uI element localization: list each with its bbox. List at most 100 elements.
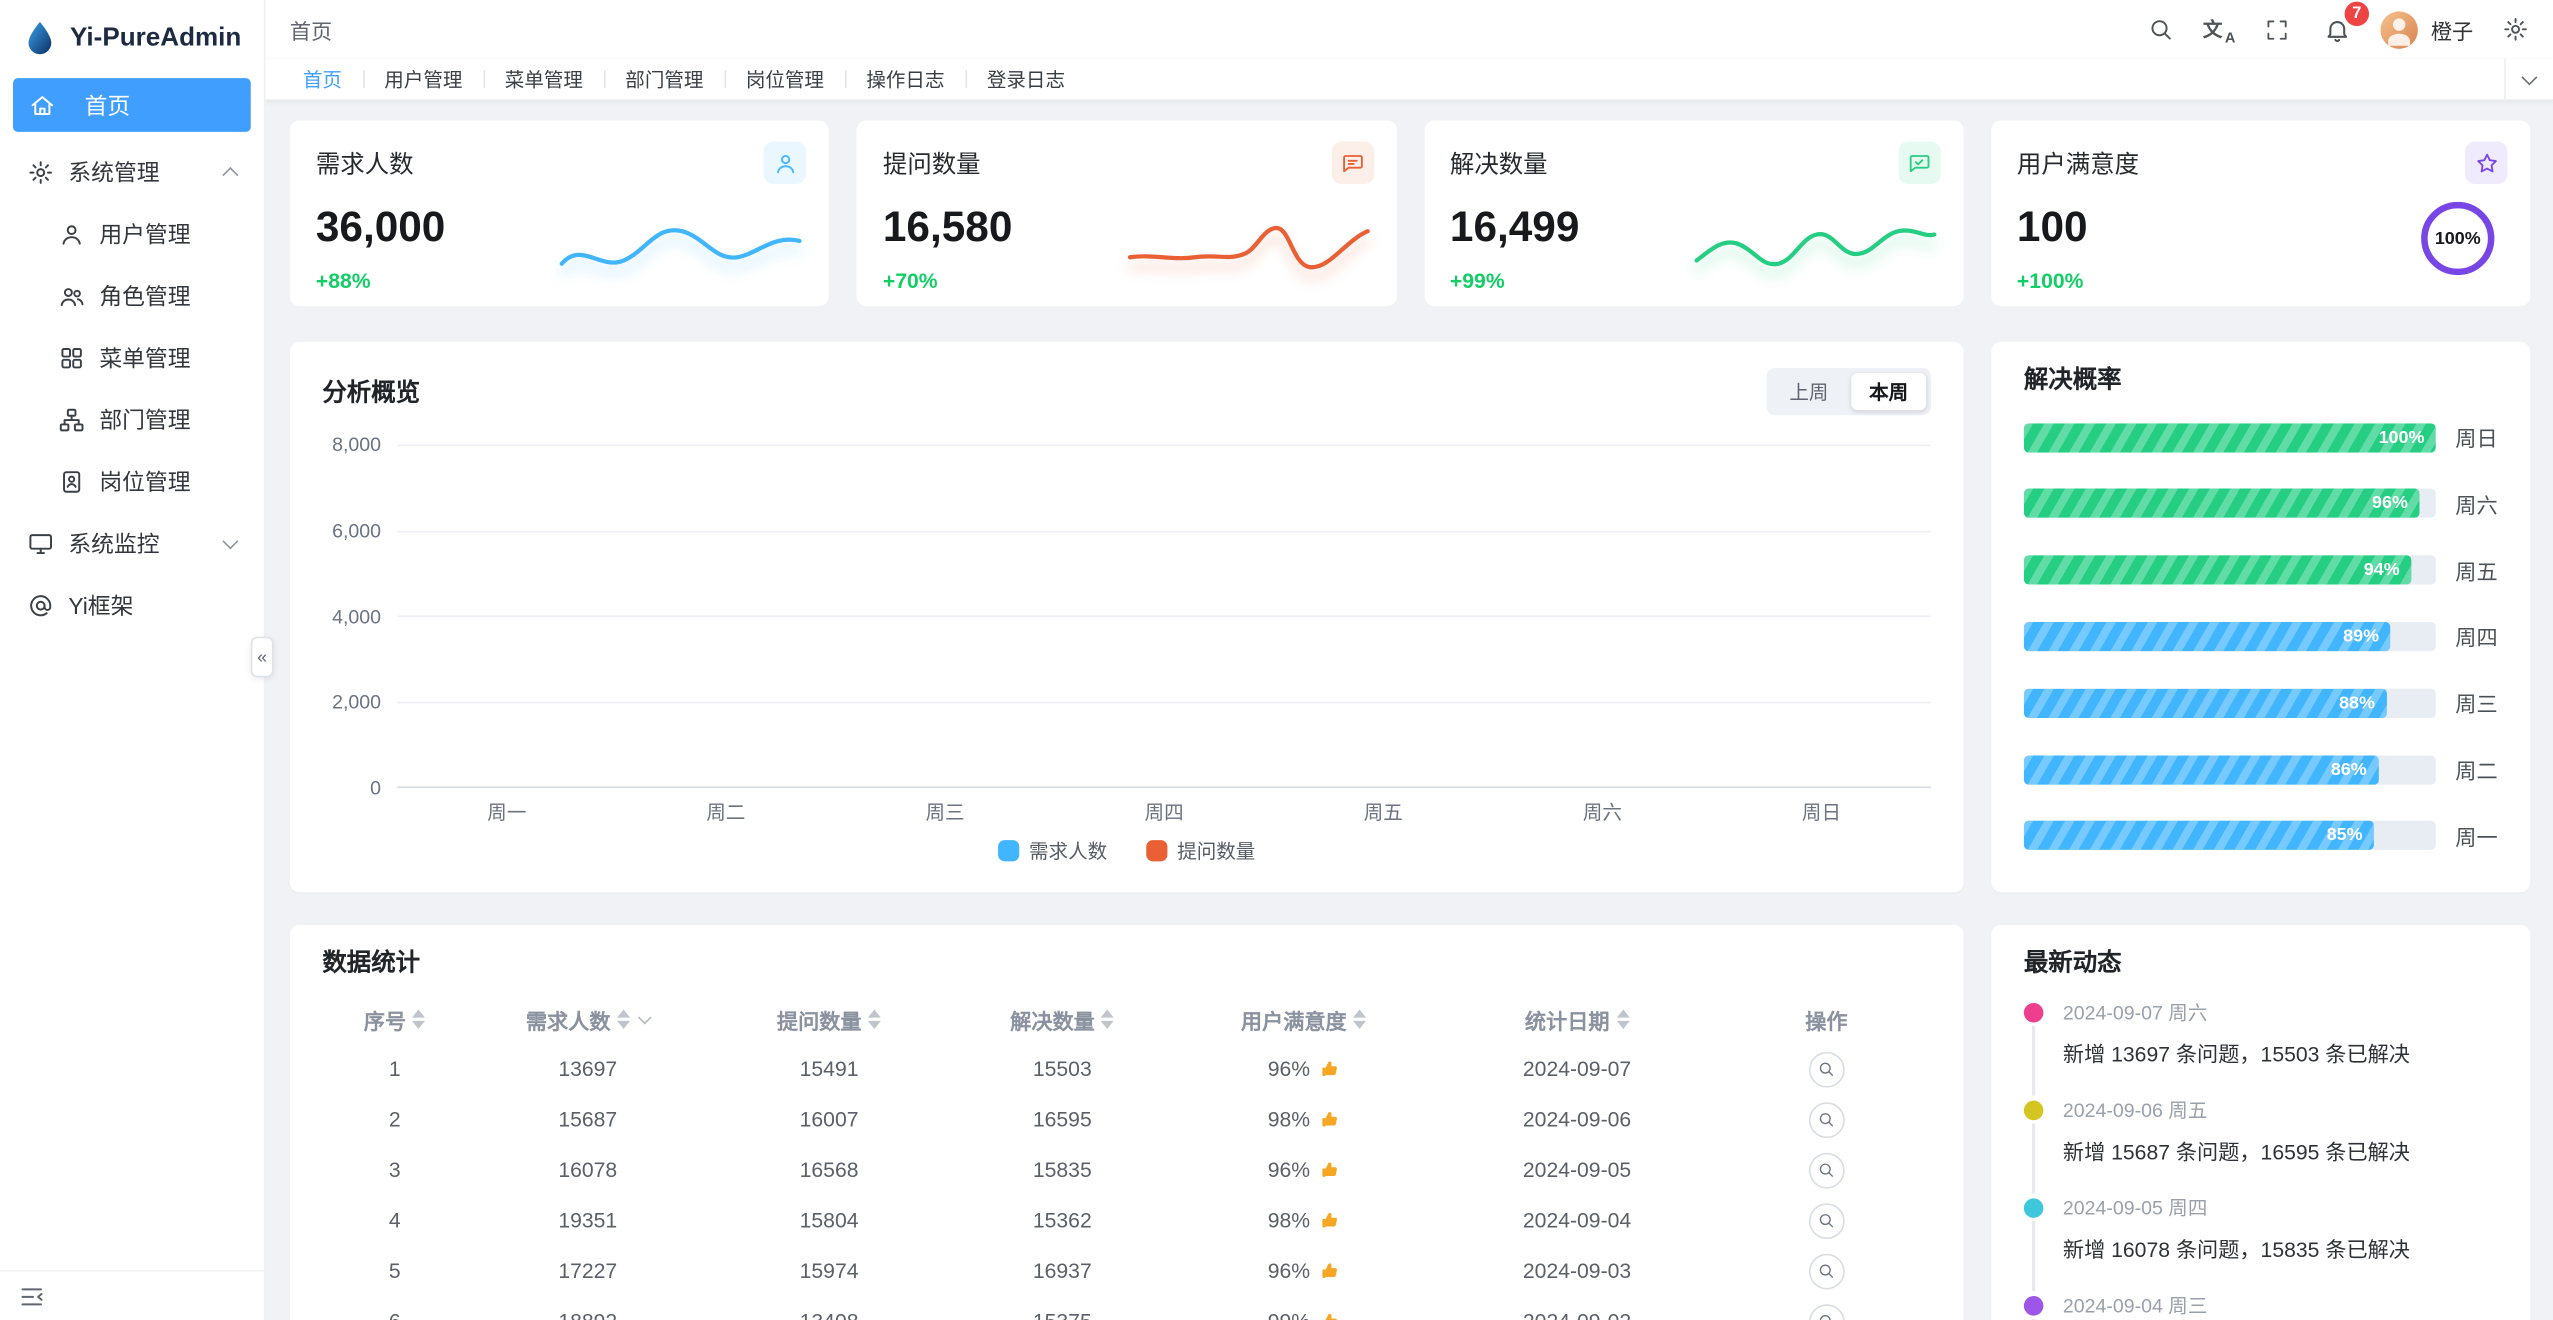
timeline-list: 2024-09-07 周六 新增 13697 条问题，15503 条已解决 2024… (2023, 998, 2498, 1320)
search-button[interactable] (2143, 11, 2179, 47)
row-view-button[interactable] (1808, 1151, 1845, 1188)
satisfaction-ring: 100% (2421, 201, 2495, 276)
tab-5[interactable]: 操作日志 (845, 59, 966, 100)
sidebar-group-1[interactable]: 系统监控 (0, 513, 264, 575)
search-icon (1817, 1312, 1835, 1320)
y-tick: 0 (370, 776, 381, 800)
tab-3[interactable]: 部门管理 (604, 59, 725, 100)
timeline-item-3: 2024-09-04 周三新增 19351 条问题，15362 条已解决 (2023, 1291, 2498, 1320)
sidebar-home-label: 首页 (84, 91, 131, 119)
at-icon (28, 593, 54, 619)
sidebar-group-0[interactable]: 系统管理 (0, 142, 264, 204)
column-header-5[interactable]: 统计日期 (1432, 1004, 1722, 1035)
tab-0[interactable]: 首页 (302, 68, 342, 92)
chart-legend: 需求人数 提问数量 (322, 837, 1931, 865)
timeline-dot (2023, 1198, 2044, 1218)
tabs-more-button[interactable] (2504, 58, 2553, 100)
stat-delta: +70% (882, 268, 938, 294)
legend-item[interactable]: 提问数量 (1146, 837, 1255, 865)
day-label: 周二 (2455, 758, 2498, 784)
search-icon (1817, 1110, 1835, 1128)
solve-rate-row-周三: 88% 周三 (2023, 688, 2498, 719)
sidebar-item-0-3[interactable]: 部门管理 (0, 389, 264, 451)
search-icon (1817, 1161, 1835, 1179)
sidebar-collapse-handle[interactable]: « (250, 636, 274, 678)
sidebar-item-home[interactable]: 首页 (13, 78, 251, 132)
sidebar-item-0-0[interactable]: 用户管理 (0, 204, 264, 266)
tab-4[interactable]: 岗位管理 (724, 59, 846, 100)
range-button-0[interactable]: 上周 (1771, 373, 1846, 410)
stat-delta: +99% (1449, 268, 1505, 294)
table-row-3: 3 16078 16568 15835 96% 2024-09-05 (322, 1145, 1931, 1195)
column-header-3[interactable]: 解决数量 (950, 1004, 1175, 1035)
app-title: Yi-PureAdmin (70, 23, 242, 52)
sidebar-item-0-1[interactable]: 角色管理 (0, 265, 264, 327)
x-tick: 周六 (1582, 801, 1622, 824)
user-icon (59, 221, 85, 247)
sort-icon[interactable] (412, 1009, 426, 1030)
sidebar-item-0-4[interactable]: 岗位管理 (0, 451, 264, 513)
stat-delta: +100% (2016, 268, 2084, 294)
sidebar-footer (0, 1269, 264, 1320)
stat-card-0: 需求人数 36,000 +88% (289, 120, 830, 307)
x-tick: 周二 (706, 801, 746, 824)
sidebar-menu: 系统管理 用户管理 角色管理 菜单管理 部门管理 岗位管理 系统监控 Yi框架 (0, 132, 264, 637)
filter-chevron-icon[interactable] (637, 1010, 652, 1025)
sort-icon[interactable] (617, 1009, 631, 1030)
solve-rate-row-周一: 85% 周一 (2023, 821, 2498, 852)
sort-icon[interactable] (868, 1009, 882, 1030)
legend-item[interactable]: 需求人数 (998, 837, 1107, 865)
logo: Yi-PureAdmin (0, 0, 264, 77)
sidebar-item-0-2[interactable]: 菜单管理 (0, 327, 264, 389)
user-name[interactable]: 橙子 (2430, 18, 2474, 44)
range-button-1[interactable]: 本周 (1851, 372, 1927, 411)
table-row-1: 1 13697 15491 15503 96% 2024-09-07 (322, 1044, 1931, 1094)
stat-card-3: 用户满意度 100 +100% 100% (1990, 120, 2531, 307)
breadcrumb: 首页 (289, 18, 333, 44)
sidebar-group-2[interactable]: Yi框架 (0, 575, 264, 637)
settings-button[interactable] (2498, 11, 2534, 47)
column-header-2[interactable]: 提问数量 (708, 1004, 949, 1035)
home-icon (29, 92, 55, 118)
sort-icon[interactable] (1101, 1009, 1115, 1030)
sparkline (560, 228, 802, 266)
row-view-button[interactable] (1808, 1303, 1845, 1320)
chevron-down-icon (222, 533, 239, 550)
grid-icon (59, 345, 85, 371)
stat-delta: +88% (315, 268, 371, 294)
sort-icon[interactable] (1616, 1009, 1630, 1030)
row-view-button[interactable] (1808, 1051, 1845, 1087)
column-header-4[interactable]: 用户满意度 (1175, 1004, 1432, 1035)
timeline-title: 最新动态 (2023, 949, 2122, 977)
table-row-5: 5 17227 15974 16937 96% 2024-09-03 (322, 1246, 1931, 1296)
fullscreen-button[interactable] (2260, 11, 2296, 47)
bell-icon (2324, 15, 2352, 43)
day-label: 周日 (2455, 426, 2498, 452)
column-header-0[interactable]: 序号 (322, 1004, 467, 1035)
solve-rate-row-周五: 94% 周五 (2023, 555, 2498, 586)
sidebar: Yi-PureAdmin 首页 系统管理 用户管理 角色管理 菜单管理 部门管理 岗位管理… (0, 0, 274, 1320)
row-view-button[interactable] (1808, 1202, 1845, 1239)
stat-value: 36,000 (315, 201, 446, 251)
sort-icon[interactable] (1353, 1009, 1367, 1030)
solve-rate-row-周四: 89% 周四 (2023, 621, 2498, 652)
avatar[interactable] (2380, 10, 2418, 49)
star-icon (2465, 141, 2508, 184)
stat-card-2: 解决数量 16,499 +99% (1423, 120, 1964, 307)
bar-chart-plot (397, 444, 1932, 789)
row-view-button[interactable] (1808, 1252, 1845, 1289)
menu-fold-icon[interactable] (18, 1282, 46, 1310)
tab-6[interactable]: 登录日志 (965, 59, 1087, 100)
tab-1[interactable]: 用户管理 (363, 59, 484, 100)
column-header-1[interactable]: 需求人数 (467, 1004, 708, 1035)
fullscreen-icon (2266, 17, 2290, 41)
notification-button[interactable]: 7 (2320, 1, 2370, 47)
analysis-card: 分析概览 上周 本周 8,000 6,000 4,000 2,000 0 周一 周二 周三 周四… (289, 341, 1964, 893)
day-label: 周四 (2455, 626, 2498, 651)
sparkline (1127, 225, 1369, 270)
tab-2[interactable]: 菜单管理 (483, 59, 605, 100)
y-tick: 6,000 (332, 518, 381, 542)
row-view-button[interactable] (1808, 1101, 1845, 1138)
